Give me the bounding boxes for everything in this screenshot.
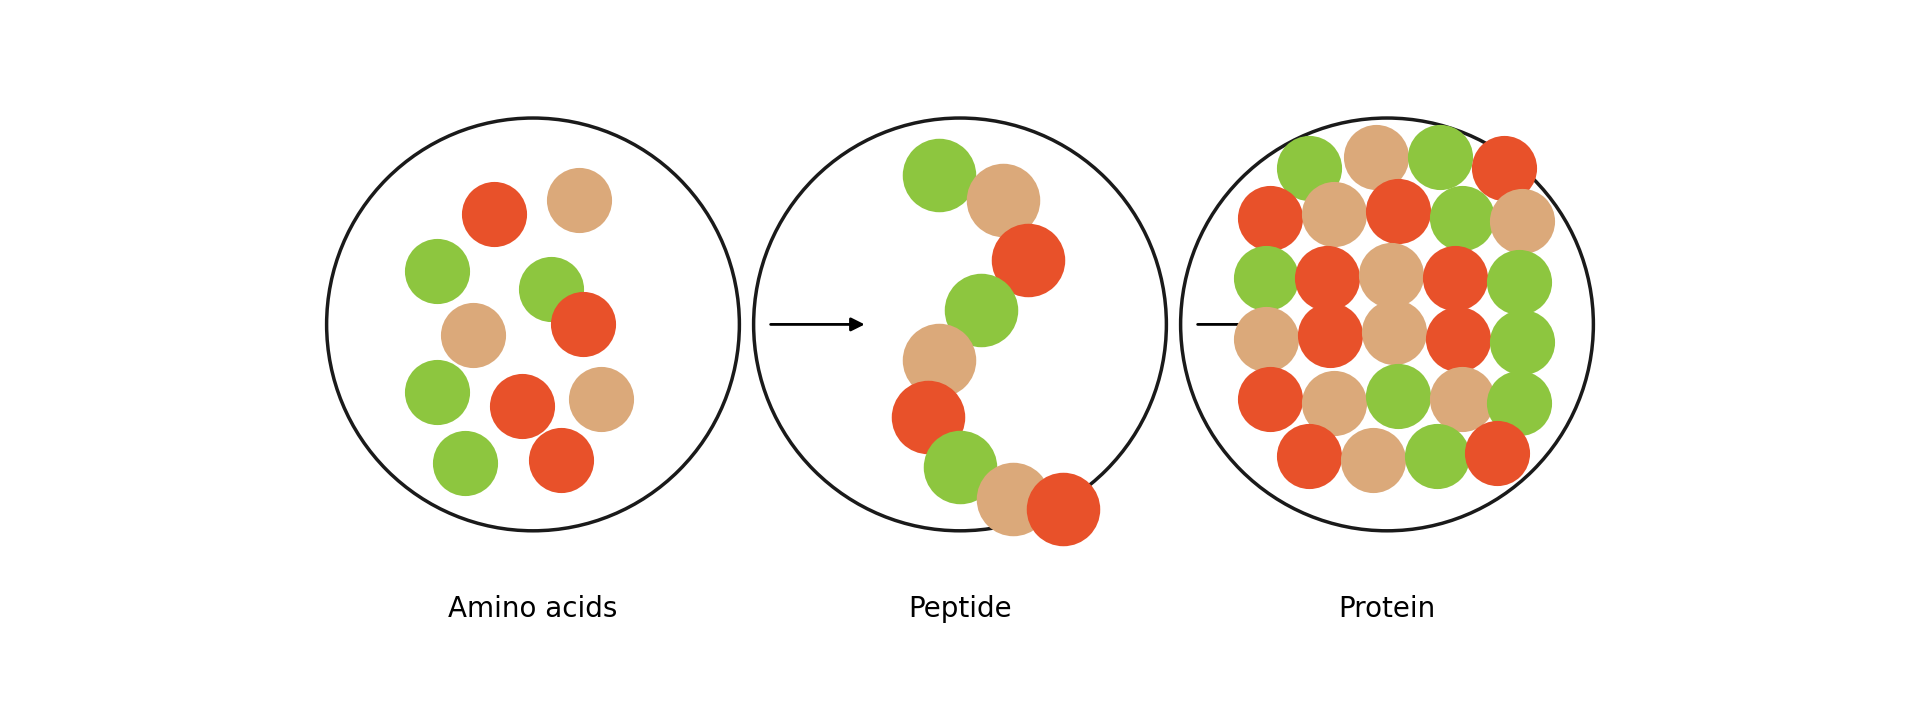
Point [1442, 333, 1473, 344]
Point [987, 194, 1018, 206]
Point [564, 194, 595, 206]
Point [1507, 336, 1538, 348]
Point [1421, 450, 1452, 462]
Point [1012, 255, 1043, 266]
Point [422, 386, 453, 397]
Point [1250, 333, 1281, 344]
Point [545, 454, 576, 465]
Point [924, 354, 954, 366]
Point [998, 493, 1029, 505]
Point [1294, 450, 1325, 462]
Point [568, 319, 599, 330]
Text: Peptide: Peptide [908, 595, 1012, 623]
Point [1319, 208, 1350, 220]
Text: Protein: Protein [1338, 595, 1436, 623]
Point [966, 305, 996, 316]
Point [1294, 162, 1325, 174]
Point [422, 265, 453, 276]
Point [1482, 446, 1513, 458]
Point [1357, 454, 1388, 465]
Point [1319, 397, 1350, 408]
Point [1446, 393, 1476, 405]
Point [1490, 162, 1521, 174]
Point [1250, 272, 1281, 284]
Point [1254, 212, 1284, 223]
Point [1503, 276, 1534, 287]
Point [1382, 204, 1413, 216]
Point [1254, 393, 1284, 405]
Point [945, 461, 975, 472]
Point [1382, 390, 1413, 401]
Point [912, 411, 943, 423]
Point [478, 208, 509, 220]
Point [1315, 329, 1346, 341]
Point [1425, 151, 1455, 163]
Point [1503, 397, 1534, 408]
Point [586, 393, 616, 405]
Point [1446, 212, 1476, 223]
Point [1507, 215, 1538, 227]
Point [449, 457, 480, 469]
Point [1375, 269, 1405, 280]
Text: Amino acids: Amino acids [447, 595, 618, 623]
Point [536, 283, 566, 294]
Point [457, 329, 488, 341]
Point [1379, 325, 1409, 337]
Point [924, 169, 954, 181]
Point [1440, 272, 1471, 284]
Point [1361, 151, 1392, 163]
Point [1048, 504, 1079, 516]
Point [507, 400, 538, 412]
Point [1311, 272, 1342, 284]
